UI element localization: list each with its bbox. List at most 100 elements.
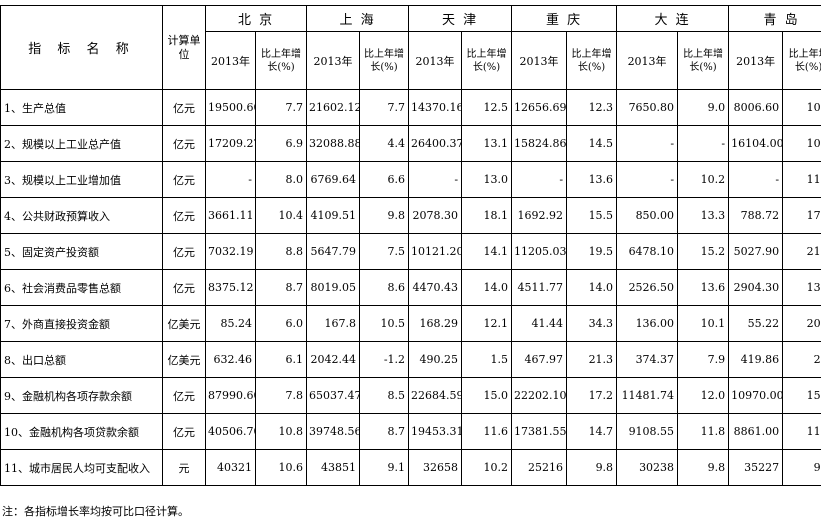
indicator-name: 4、公共财政预算收入 [0,197,163,234]
value-cell: 4511.77 [511,269,568,306]
unit-cell: 亿元 [162,233,206,270]
growth-cell: 9.8 [677,449,730,486]
value-cell: 15824.86 [511,125,568,162]
growth-cell: -1.2 [359,341,410,378]
table-header: 指 标 名 称 计算单位 北 京 上 海 天 津 重 庆 大 连 青 岛 201… [0,5,821,90]
city-header-shanghai: 上 海 [306,5,410,32]
growth-cell: 8.7 [254,269,308,306]
growth-cell: 17.7 [782,197,821,234]
growth-cell: 14.0 [461,269,513,306]
value-cell: 26400.37 [408,125,463,162]
indicator-name: 11、城市居民人均可支配收入 [0,449,163,486]
growth-cell: 10.8 [254,413,308,450]
growth-cell: 9.8 [359,197,410,234]
table-row: 2、规模以上工业总产值 亿元 17209.27 6.9 32088.88 4.4 26400… [0,125,821,162]
value-cell: 10121.20 [408,233,463,270]
unit-cell: 亿元 [162,197,206,234]
growth-cell: 12.5 [461,89,513,126]
growth-cell: 9.1 [359,449,410,486]
growth-cell: 15.7 [782,377,821,414]
value-cell: 8861.00 [728,413,784,450]
growth-cell: 10.1 [677,305,730,342]
value-cell: 168.29 [408,305,463,342]
unit-cell: 亿元 [162,413,206,450]
growth-cell: 10.2 [677,161,730,198]
value-cell: 30238 [616,449,679,486]
growth-cell: 9.6 [782,449,821,486]
value-cell: 8375.12 [205,269,256,306]
growth-subheader: 比上年增长(%) [461,31,513,90]
value-cell: 10970.00 [728,377,784,414]
city-header-chongqing: 重 庆 [511,5,618,32]
growth-cell: 1.5 [461,341,513,378]
growth-cell: 13.0 [461,161,513,198]
value-cell: - [616,161,679,198]
value-cell: 2042.44 [306,341,361,378]
indicator-name: 1、生产总值 [0,89,163,126]
growth-subheader: 比上年增长(%) [782,31,821,90]
value-cell: 39748.56 [306,413,361,450]
growth-cell: 14.1 [461,233,513,270]
value-cell: 3661.11 [205,197,256,234]
value-cell: 9108.55 [616,413,679,450]
table-row: 1、生产总值 亿元 19500.60 7.7 21602.12 7.7 14370.16 12… [0,89,821,126]
growth-cell: 8.0 [254,161,308,198]
value-cell: 1692.92 [511,197,568,234]
indicator-name: 6、社会消费品零售总额 [0,269,163,306]
statistics-table: 指 标 名 称 计算单位 北 京 上 海 天 津 重 庆 大 连 青 岛 201… [0,5,821,486]
value-cell: 136.00 [616,305,679,342]
value-cell: 11481.74 [616,377,679,414]
growth-cell: 15.5 [566,197,618,234]
value-cell: 467.97 [511,341,568,378]
value-cell: 374.37 [616,341,679,378]
growth-cell: 17.2 [566,377,618,414]
year-subheader: 2013年 [728,31,784,90]
unit-cell: 亿元 [162,161,206,198]
indicator-name: 7、外商直接投资金额 [0,305,163,342]
growth-cell: - [677,125,730,162]
value-cell: - [616,125,679,162]
value-cell: 17381.55 [511,413,568,450]
value-cell: - [205,161,256,198]
growth-cell: 7.7 [254,89,308,126]
growth-cell: 18.1 [461,197,513,234]
growth-cell: 11.6 [461,413,513,450]
indicator-name: 8、出口总额 [0,341,163,378]
value-cell: 8019.05 [306,269,361,306]
value-cell: 167.8 [306,305,361,342]
table-row: 3、规模以上工业增加值 亿元 -8.0 6769.64 6.6-13.0-13.6-10… [0,161,821,198]
growth-cell: 2.9 [782,341,821,378]
value-cell: 5027.90 [728,233,784,270]
value-cell: 14370.16 [408,89,463,126]
growth-cell: 6.9 [254,125,308,162]
unit-cell: 亿元 [162,377,206,414]
city-header-dalian: 大 连 [616,5,730,32]
indicator-name: 10、金融机构各项贷款余额 [0,413,163,450]
value-cell: 22202.10 [511,377,568,414]
value-cell: 21602.12 [306,89,361,126]
value-cell: 19500.60 [205,89,256,126]
growth-cell: 10.2 [461,449,513,486]
value-cell: 2526.50 [616,269,679,306]
growth-cell: 10.6 [254,449,308,486]
growth-cell: 8.7 [359,413,410,450]
unit-cell: 亿美元 [162,305,206,342]
growth-cell: 13.6 [566,161,618,198]
value-cell: - [728,161,784,198]
value-cell: 6478.10 [616,233,679,270]
growth-cell: 12.1 [461,305,513,342]
growth-cell: 34.3 [566,305,618,342]
value-cell: 4470.43 [408,269,463,306]
growth-cell: 6.0 [254,305,308,342]
indicator-header: 指 标 名 称 [0,5,163,90]
year-subheader: 2013年 [511,31,568,90]
table-row: 5、固定资产投资额 亿元 7032.19 8.8 5647.79 7.5 10121.20 1… [0,233,821,270]
unit-cell: 亿元 [162,89,206,126]
value-cell: 2078.30 [408,197,463,234]
unit-cell: 亿元 [162,269,206,306]
value-cell: 43851 [306,449,361,486]
growth-cell: 21.3 [566,341,618,378]
table-body: 1、生产总值 亿元 19500.60 7.7 21602.12 7.7 14370.16 12… [0,89,821,486]
value-cell: 32088.88 [306,125,361,162]
value-cell: - [511,161,568,198]
